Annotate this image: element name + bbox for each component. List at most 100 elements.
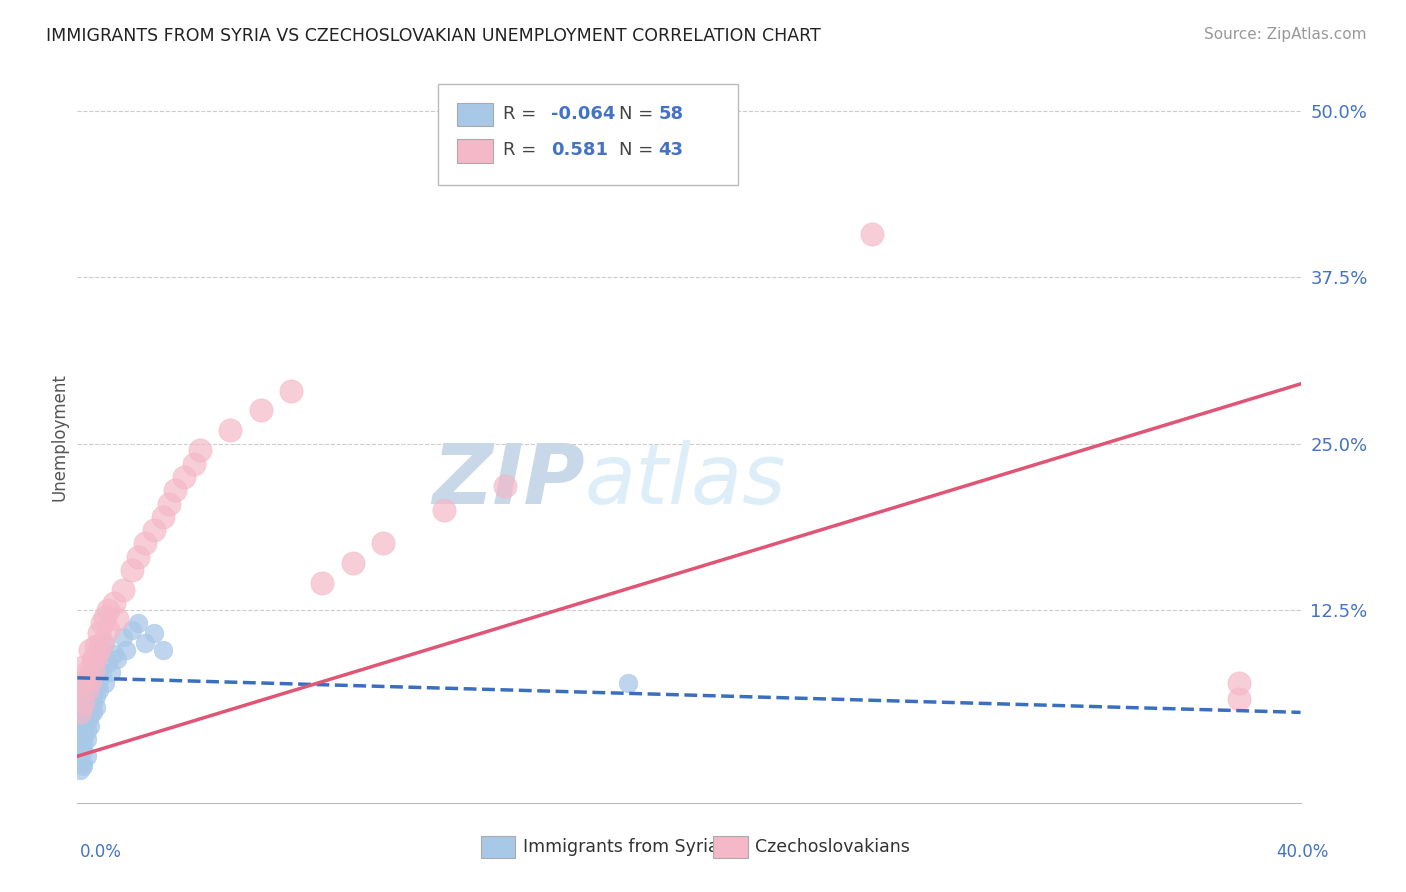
Point xyxy=(84,690,107,704)
Point xyxy=(69,753,91,767)
Point xyxy=(72,696,94,710)
Point xyxy=(82,687,104,701)
Text: N =: N = xyxy=(619,104,659,123)
Point xyxy=(105,652,128,666)
Point xyxy=(371,536,394,550)
FancyBboxPatch shape xyxy=(439,84,738,185)
Point xyxy=(90,665,112,680)
Text: R =: R = xyxy=(503,104,541,123)
Text: N =: N = xyxy=(619,141,659,160)
Point xyxy=(69,731,91,746)
Point xyxy=(90,636,112,650)
Y-axis label: Unemployment: Unemployment xyxy=(51,373,69,501)
Point xyxy=(76,700,98,714)
Point xyxy=(862,227,884,241)
Point xyxy=(173,470,195,484)
Point xyxy=(617,676,640,690)
Point xyxy=(72,756,94,770)
Point xyxy=(183,457,205,471)
Point xyxy=(79,709,101,723)
Point xyxy=(165,483,187,498)
Point xyxy=(152,509,174,524)
Point xyxy=(72,660,94,674)
Point xyxy=(84,679,107,693)
Point xyxy=(103,647,125,661)
Point xyxy=(134,636,156,650)
Point xyxy=(76,665,98,680)
Point xyxy=(82,695,104,709)
Point xyxy=(72,673,94,688)
Point xyxy=(94,676,117,690)
Point xyxy=(79,643,101,657)
Point xyxy=(152,643,174,657)
Point xyxy=(495,479,517,493)
Point xyxy=(82,663,104,677)
Point xyxy=(97,603,120,617)
Point xyxy=(142,523,165,537)
Text: R =: R = xyxy=(503,141,541,160)
Point xyxy=(69,739,91,754)
Point xyxy=(72,723,94,737)
FancyBboxPatch shape xyxy=(457,139,494,163)
Text: 58: 58 xyxy=(658,104,683,123)
Point xyxy=(82,706,104,720)
Point xyxy=(90,643,112,657)
Text: 0.0%: 0.0% xyxy=(80,843,122,861)
Point xyxy=(79,719,101,733)
Point xyxy=(1229,692,1251,706)
Point xyxy=(76,749,98,764)
Point xyxy=(69,696,91,710)
Point xyxy=(112,582,135,597)
Point xyxy=(69,706,91,720)
Point xyxy=(100,665,122,680)
Text: Immigrants from Syria: Immigrants from Syria xyxy=(523,838,718,855)
Point xyxy=(94,636,117,650)
Point xyxy=(69,745,91,759)
Point xyxy=(79,692,101,706)
Point xyxy=(433,503,456,517)
Point xyxy=(69,719,91,733)
Point xyxy=(1229,676,1251,690)
Point xyxy=(69,676,91,690)
Point xyxy=(97,656,120,670)
Point xyxy=(79,703,101,717)
Point xyxy=(97,623,120,637)
Point xyxy=(311,576,333,591)
Point xyxy=(84,656,107,670)
Point xyxy=(219,424,242,438)
FancyBboxPatch shape xyxy=(481,836,515,858)
Point xyxy=(72,706,94,720)
Point xyxy=(142,625,165,640)
Point xyxy=(76,716,98,731)
Text: Czechoslovakians: Czechoslovakians xyxy=(755,838,910,855)
Point xyxy=(79,673,101,688)
Point xyxy=(72,729,94,743)
Point xyxy=(82,663,104,677)
Text: 43: 43 xyxy=(658,141,683,160)
Text: -0.064: -0.064 xyxy=(551,104,614,123)
Point xyxy=(82,652,104,666)
Text: atlas: atlas xyxy=(585,441,786,522)
Point xyxy=(72,714,94,728)
Point xyxy=(250,403,273,417)
Point xyxy=(87,643,110,657)
Point xyxy=(72,742,94,756)
Point xyxy=(121,563,143,577)
Point xyxy=(76,709,98,723)
Point xyxy=(115,643,138,657)
Point xyxy=(69,749,91,764)
Point xyxy=(76,723,98,738)
Point xyxy=(72,736,94,750)
Point xyxy=(342,557,364,571)
Point xyxy=(103,596,125,610)
Point xyxy=(280,384,302,398)
Text: 40.0%: 40.0% xyxy=(1277,843,1329,861)
Point xyxy=(127,616,149,631)
Point xyxy=(94,609,117,624)
Point xyxy=(84,639,107,653)
Point xyxy=(69,726,91,740)
Point xyxy=(87,682,110,697)
Point xyxy=(76,679,98,693)
Point xyxy=(87,673,110,688)
Point xyxy=(188,443,211,458)
